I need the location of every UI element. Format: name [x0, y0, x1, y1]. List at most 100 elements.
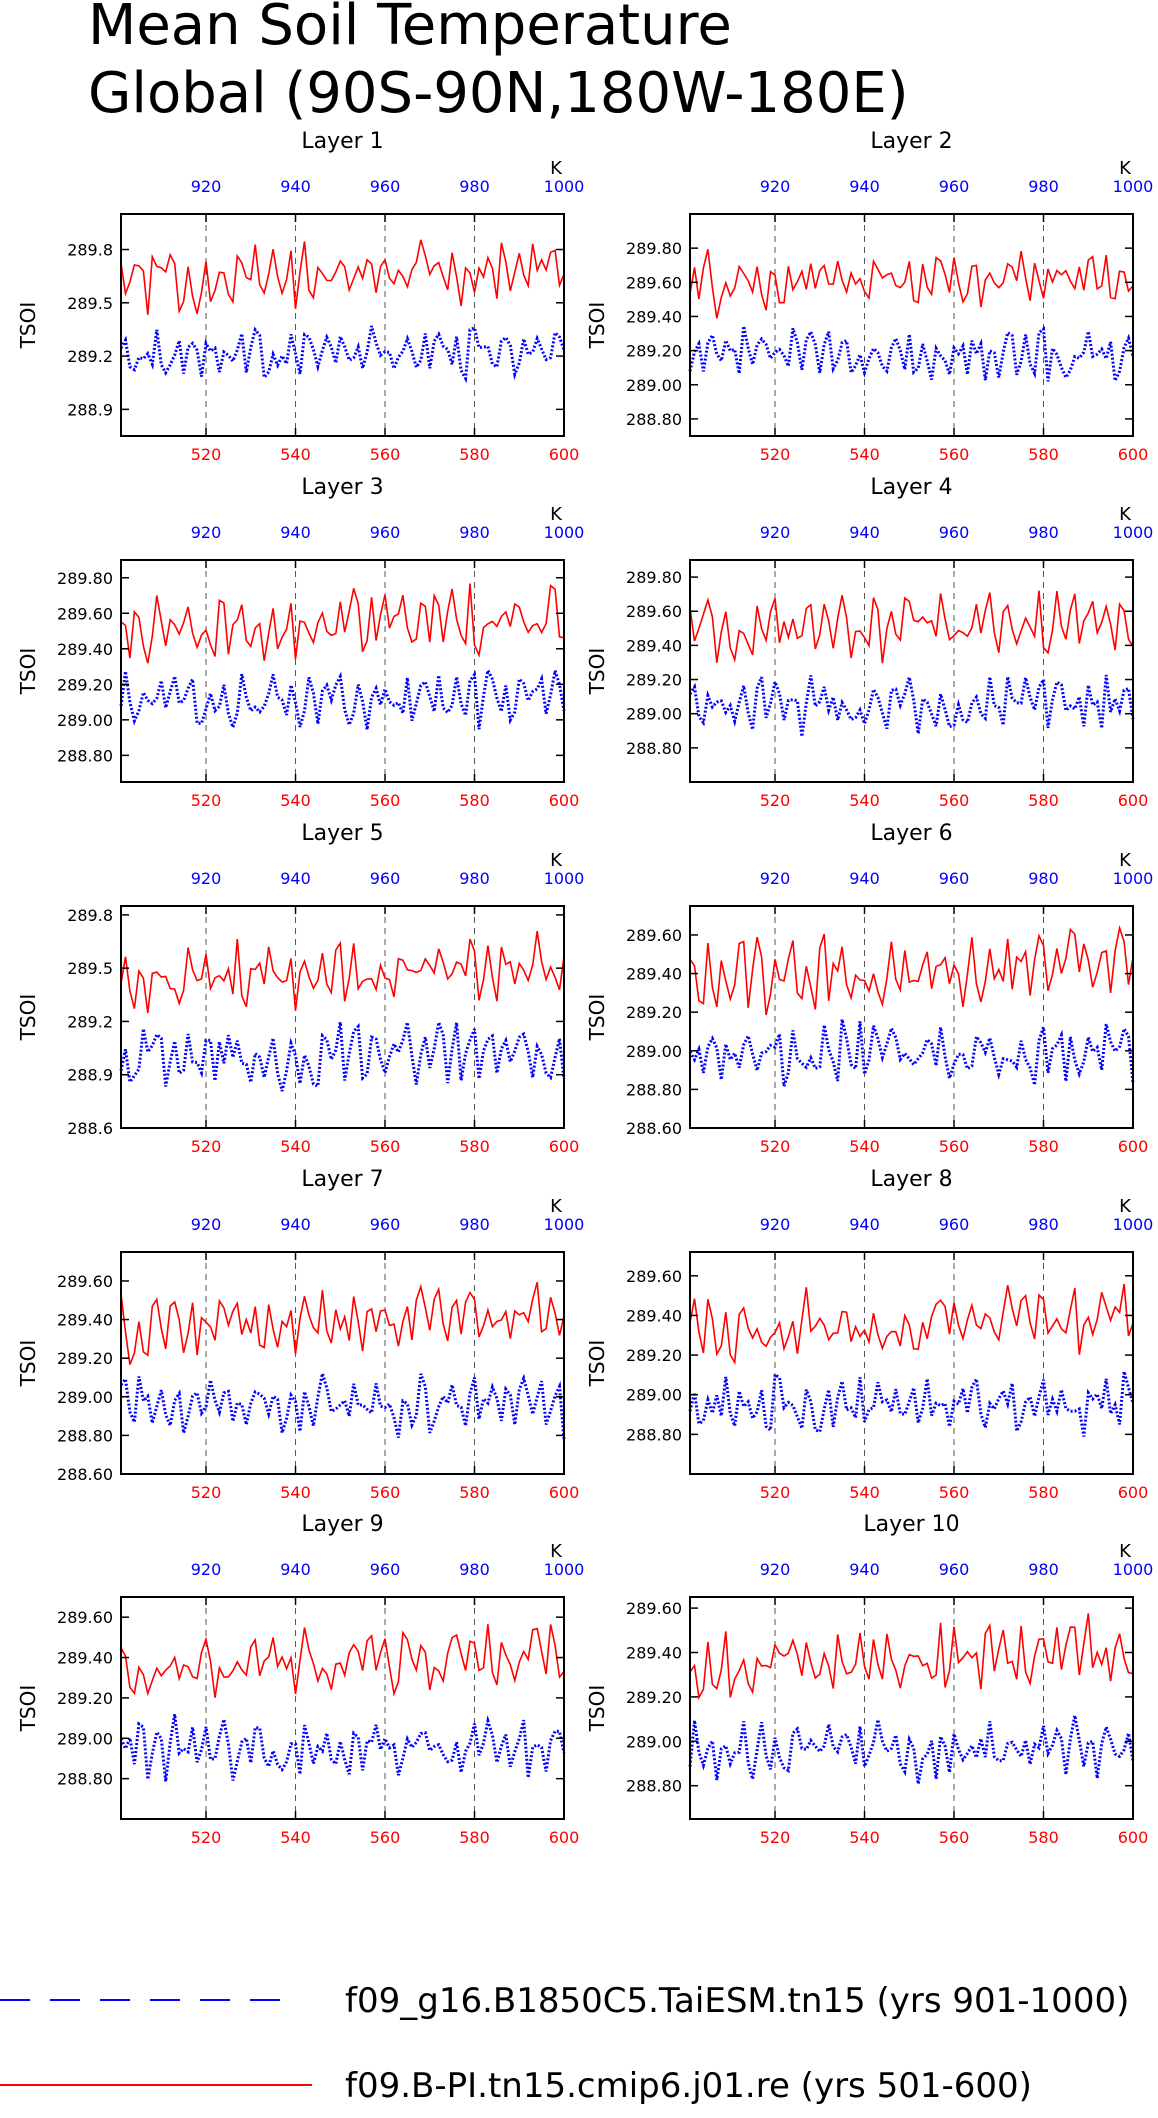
x-bottom-tick-label: 600 — [1118, 791, 1149, 810]
legend-label-taiesm: f09_g16.B1850C5.TaiESM.tn15 (yrs 901-100… — [345, 1981, 1129, 2021]
x-bottom-tick-label: 560 — [939, 1137, 970, 1156]
y-tick-label: 289.00 — [626, 1042, 682, 1061]
series-line-taiesm — [119, 1713, 566, 1782]
y-tick-label: 289.20 — [57, 1349, 113, 1368]
x-bottom-tick-label: 580 — [459, 445, 490, 464]
y-tick-label: 289.00 — [626, 705, 682, 724]
y-axis-label: TSOI — [16, 994, 40, 1042]
x-bottom-tick-label: 520 — [760, 791, 791, 810]
series-line-taiesm — [688, 1715, 1135, 1785]
y-tick-label: 289.20 — [626, 342, 682, 361]
panel-layer-10: Layer 10 520 540 560 580 600 920 940 960 980 1000K… — [585, 1512, 1153, 1847]
x-bottom-tick-label: 540 — [280, 445, 311, 464]
panel-title: Layer 4 — [870, 475, 952, 500]
x-bottom-tick-label: 580 — [459, 791, 490, 810]
x-top-tick-label: 960 — [370, 177, 401, 196]
x-bottom-tick-label: 580 — [1028, 1828, 1059, 1847]
x-top-tick-label: 920 — [760, 1215, 791, 1234]
figure-title-line2: Global (90S-90N,180W-180E) — [88, 61, 909, 126]
x-bottom-tick-label: 580 — [1028, 1483, 1059, 1502]
plot-frame — [120, 1251, 565, 1475]
x-bottom-tick-label: 520 — [191, 445, 222, 464]
x-top-tick-label: 1000 — [544, 523, 585, 542]
y-tick-label: 289.2 — [67, 347, 113, 366]
plot-frame — [689, 1596, 1134, 1820]
x-top-tick-label: 980 — [459, 1560, 490, 1579]
x-top-tick-label: 940 — [849, 1215, 880, 1234]
plot-frame — [120, 213, 565, 437]
y-tick-label: 289.00 — [626, 376, 682, 395]
panel-title: Layer 6 — [870, 821, 952, 846]
x-top-tick-label: 920 — [191, 1560, 222, 1579]
x-bottom-tick-label: 540 — [280, 791, 311, 810]
plot-frame — [120, 559, 565, 783]
y-axis-label: TSOI — [16, 302, 40, 350]
y-tick-label: 289.8 — [67, 241, 113, 260]
x-bottom-tick-label: 520 — [760, 1137, 791, 1156]
figure-title-line1: Mean Soil Temperature — [88, 0, 732, 58]
y-tick-label: 289.60 — [57, 1608, 113, 1627]
series-line-cmip6 — [120, 1624, 565, 1698]
x-bottom-tick-label: 600 — [549, 1483, 580, 1502]
x-top-tick-label: 980 — [1028, 1560, 1059, 1579]
x-top-tick-label: 1000 — [1113, 869, 1154, 888]
y-tick-label: 289.20 — [626, 671, 682, 690]
x-top-axis-label: K — [550, 504, 563, 525]
y-axis-label: TSOI — [585, 648, 609, 696]
x-bottom-tick-label: 580 — [1028, 791, 1059, 810]
y-tick-label: 289.80 — [57, 569, 113, 588]
series-line-taiesm — [119, 1373, 566, 1440]
x-bottom-tick-label: 540 — [849, 1483, 880, 1502]
y-axis-label: TSOI — [585, 1685, 609, 1733]
y-tick-label: 289.00 — [626, 1732, 682, 1751]
y-tick-label: 289.60 — [626, 602, 682, 621]
x-bottom-tick-label: 580 — [1028, 445, 1059, 464]
y-tick-label: 289.40 — [626, 636, 682, 655]
x-bottom-tick-label: 560 — [370, 1137, 401, 1156]
x-top-tick-label: 980 — [459, 1215, 490, 1234]
y-tick-label: 288.9 — [67, 400, 113, 419]
y-axis-label: TSOI — [16, 1685, 40, 1733]
x-top-tick-label: 940 — [849, 869, 880, 888]
x-bottom-tick-label: 520 — [191, 1483, 222, 1502]
y-tick-label: 289.00 — [626, 1386, 682, 1405]
y-tick-label: 289.00 — [57, 1388, 113, 1407]
y-tick-label: 288.60 — [626, 1119, 682, 1138]
y-tick-label: 289.80 — [626, 239, 682, 258]
x-top-tick-label: 1000 — [1113, 523, 1154, 542]
x-bottom-tick-label: 560 — [370, 1828, 401, 1847]
x-bottom-tick-label: 600 — [549, 791, 580, 810]
y-tick-label: 289.20 — [626, 1688, 682, 1707]
y-axis-label: TSOI — [585, 302, 609, 350]
x-top-tick-label: 1000 — [544, 1560, 585, 1579]
x-bottom-tick-label: 560 — [939, 1483, 970, 1502]
y-tick-label: 288.80 — [57, 1426, 113, 1445]
x-bottom-tick-label: 600 — [1118, 445, 1149, 464]
legend: f09_g16.B1850C5.TaiESM.tn15 (yrs 901-100… — [0, 1981, 1129, 2106]
x-top-tick-label: 1000 — [1113, 1560, 1154, 1579]
x-top-tick-label: 920 — [191, 1215, 222, 1234]
panel-title: Layer 8 — [870, 1167, 952, 1192]
x-bottom-tick-label: 520 — [191, 1828, 222, 1847]
x-bottom-tick-label: 520 — [191, 1137, 222, 1156]
x-top-tick-label: 920 — [760, 1560, 791, 1579]
series-line-cmip6 — [689, 590, 1134, 664]
x-top-tick-label: 1000 — [544, 1215, 585, 1234]
x-bottom-tick-label: 560 — [370, 445, 401, 464]
y-tick-label: 289.60 — [626, 1267, 682, 1286]
x-bottom-tick-label: 520 — [760, 445, 791, 464]
plot-frame — [120, 1596, 565, 1820]
y-tick-label: 289.5 — [67, 959, 113, 978]
y-tick-label: 289.5 — [67, 294, 113, 313]
x-top-tick-label: 980 — [1028, 869, 1059, 888]
series-line-cmip6 — [689, 1613, 1134, 1701]
x-top-tick-label: 960 — [370, 523, 401, 542]
x-bottom-tick-label: 520 — [760, 1828, 791, 1847]
legend-label-cmip6: f09.B-PI.tn15.cmip6.j01.re (yrs 501-600) — [345, 2066, 1032, 2106]
x-top-tick-label: 960 — [370, 1215, 401, 1234]
x-bottom-tick-label: 600 — [1118, 1137, 1149, 1156]
x-bottom-tick-label: 560 — [370, 1483, 401, 1502]
